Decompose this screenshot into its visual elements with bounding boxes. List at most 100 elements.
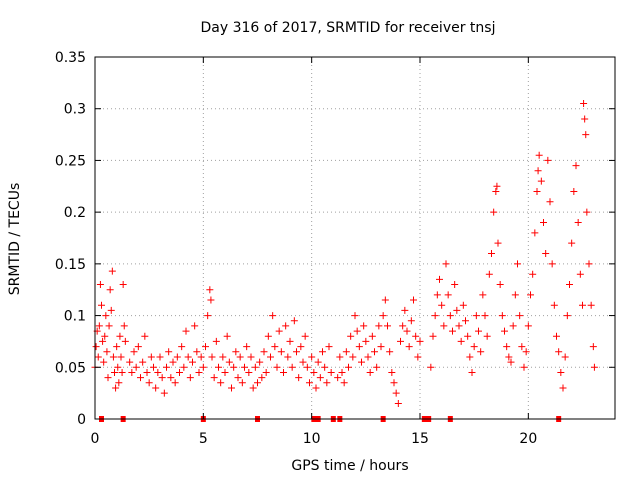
data-point [217,379,225,387]
data-point [109,353,117,361]
data-point [542,250,550,258]
data-point [182,327,190,335]
data-point [249,384,257,392]
data-point [306,379,313,387]
data-point [462,317,469,325]
data-point [503,343,511,351]
data-point [288,363,296,371]
data-point [119,281,127,289]
data-point [141,332,149,340]
data-point [130,348,138,356]
data-point [544,156,552,164]
data-point [583,208,591,216]
y-tick-label: 0.25 [55,153,86,169]
y-tick-label: 0 [77,412,86,428]
data-point [566,281,573,289]
data-point [116,332,124,340]
data-point [540,218,547,226]
data-point [215,363,222,371]
data-point [212,337,220,345]
data-point [498,312,506,320]
data-point [273,363,281,371]
data-point [132,363,140,371]
data-point [245,368,253,376]
data-point [219,353,227,361]
data-point [475,327,482,335]
data-point [314,358,322,366]
data-point [546,198,554,206]
data-point [102,312,110,320]
data-point [100,358,108,366]
data-point [427,363,435,371]
data-point [165,348,173,356]
data-point [338,368,346,376]
data-point [392,389,400,397]
data-point [99,337,107,345]
data-point [247,353,255,361]
data-point [468,368,476,376]
data-point [137,374,144,382]
data-point [147,353,155,361]
data-point [364,353,372,361]
data-point [581,115,589,123]
data-point [98,301,105,309]
data-point [103,348,111,356]
data-point [254,379,261,387]
data-point [414,353,422,361]
data-point [373,363,381,371]
data-point [327,368,335,376]
data-point [490,208,498,216]
data-point [355,343,363,351]
data-point [416,337,424,345]
data-point [171,379,179,387]
data-point [555,348,563,356]
data-point [114,363,122,371]
data-point [492,187,500,195]
data-point [156,353,164,361]
data-point [189,358,196,366]
data-point [353,327,361,335]
data-point [455,322,463,330]
data-point [260,348,268,356]
x-tick-label: 5 [199,431,208,447]
data-point [585,260,593,268]
data-point [433,291,441,299]
data-point [438,301,446,309]
data-point [241,363,248,371]
data-point [111,368,118,376]
y-axis-label: SRMTID / TECUs [7,183,23,296]
data-point [173,353,181,361]
data-point [531,229,539,237]
data-point [518,343,526,351]
x-tick-label: 20 [519,431,537,447]
data-point [535,151,543,159]
data-point [232,348,240,356]
data-point [459,301,467,309]
data-point [312,384,320,392]
data-point [451,281,459,289]
data-point [167,374,175,382]
data-point [299,358,307,366]
data-point [522,348,530,356]
data-point [496,281,504,289]
data-point [113,343,121,351]
data-point [150,363,157,371]
data-point [191,322,199,330]
data-point [319,348,326,356]
data-point [453,306,461,314]
data-point [412,332,420,340]
data-point [464,332,472,340]
data-point [160,389,168,397]
data-point [180,363,188,371]
data-point [429,332,437,340]
y-tick-label: 0.35 [55,50,86,66]
data-point [582,131,590,139]
data-point [115,379,123,387]
data-point [358,358,365,366]
data-point [95,322,103,330]
y-tick-label: 0.15 [55,257,86,273]
data-point [295,374,303,382]
data-point [145,379,153,387]
data-point [580,100,588,108]
data-point [234,374,242,382]
